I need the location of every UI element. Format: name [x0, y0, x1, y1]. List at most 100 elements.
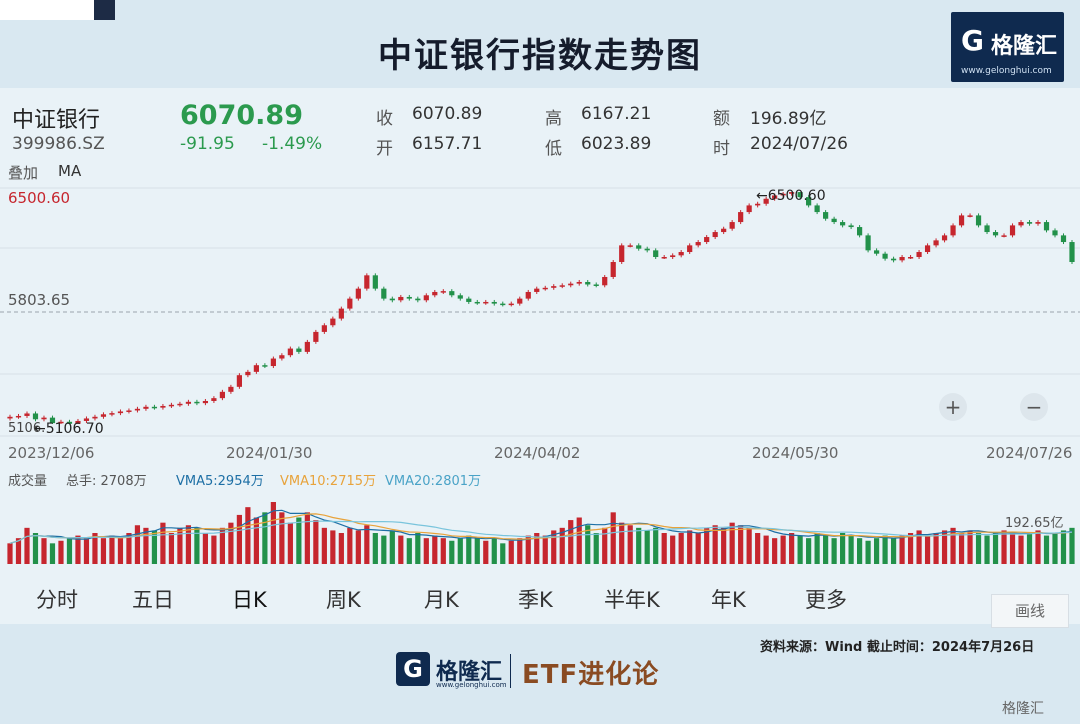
tab-5[interactable]: 季K [518, 588, 553, 612]
volume-bar [678, 533, 684, 564]
candle-body [372, 275, 378, 289]
brand-url: www.gelonghui.com [961, 66, 1052, 76]
candle-body [738, 212, 744, 223]
brand-mark: G [961, 24, 984, 57]
volume-bar [253, 517, 259, 564]
overlay-toggle[interactable]: 叠加 [8, 164, 39, 182]
candle-body [262, 365, 268, 367]
candle-body [109, 413, 115, 415]
candle-body [287, 348, 293, 356]
volume-bar [41, 538, 47, 564]
volume-max-label: 192.65亿 [1005, 516, 1064, 531]
draw-line-button[interactable]: 画线 [991, 594, 1069, 628]
volume-bar [355, 530, 361, 564]
volume-bar [219, 527, 225, 564]
volume-bar [194, 527, 200, 564]
ma-toggle[interactable]: MA [58, 162, 82, 180]
candle-body [933, 240, 939, 246]
vma20-label: VMA20:2801万 [385, 474, 481, 489]
volume-bar [593, 533, 599, 564]
candle-body [585, 281, 591, 285]
open-value: 6157.71 [412, 134, 483, 154]
footer-logo: G 格隆汇 www.gelonghui.com ETF进化论 [396, 652, 686, 692]
min-annotation-left: 5106. [8, 421, 45, 436]
candle-body [92, 416, 98, 419]
volume-bar [670, 535, 676, 564]
zoom-in-button[interactable]: + [939, 393, 967, 421]
volume-bar [381, 535, 387, 564]
volume-bar [15, 538, 22, 564]
tab-4[interactable]: 月K [424, 588, 459, 612]
tab-2[interactable]: 日K [232, 588, 267, 612]
candle-body [924, 245, 931, 253]
tab-0[interactable]: 分时 [36, 588, 78, 612]
candle-body [695, 242, 701, 246]
candle-body [194, 401, 200, 404]
volume-bar [330, 530, 336, 564]
zoom-out-button[interactable]: − [1020, 393, 1048, 421]
volume-bar [202, 533, 209, 564]
volume-bar [984, 535, 990, 564]
candle-body [627, 245, 633, 247]
candle-body [661, 257, 667, 259]
volume-bar [729, 522, 735, 564]
volume-bar [610, 512, 616, 564]
zoom-in-icon: + [945, 395, 962, 419]
volume-bar [466, 535, 472, 564]
candle-body [840, 222, 846, 226]
corner-decoration [0, 0, 115, 20]
volume-bar [440, 538, 446, 564]
volume-bar [364, 525, 370, 564]
volume-bars [7, 502, 1075, 564]
tab-7[interactable]: 年K [711, 588, 746, 612]
candle-body [126, 410, 132, 412]
candle-body [653, 250, 659, 258]
volume-bar [823, 535, 829, 564]
candle-body [602, 276, 608, 286]
candle-body [143, 406, 149, 409]
volume-bar [576, 517, 582, 564]
volume-bar [398, 535, 404, 564]
candle-body [466, 298, 472, 302]
candlestick-chart[interactable]: 6500.60 5803.65 ←6500.60 5106. ←5106.70 … [0, 184, 1080, 588]
volume-bar [780, 535, 786, 564]
candle-body [576, 281, 582, 284]
candle-body [24, 413, 30, 416]
tab-8[interactable]: 更多 [805, 588, 847, 612]
volume-bar [1060, 530, 1067, 564]
candle-body [330, 318, 336, 326]
candle-body [907, 257, 914, 259]
close-value: 6070.89 [412, 104, 483, 124]
volume-bar [644, 530, 650, 564]
header: 中证银行指数走势图 G 格隆汇 www.gelonghui.com [0, 0, 1080, 88]
price-change: -91.95 [180, 134, 235, 154]
amount-label: 额 [713, 109, 730, 129]
candle-body [941, 235, 948, 241]
y-tick-mid: 5803.65 [8, 291, 70, 309]
candle-body [721, 228, 727, 233]
volume-bar [92, 533, 98, 564]
candle-body [704, 237, 710, 243]
candle-body [100, 414, 107, 417]
candle-body [636, 245, 642, 249]
candle-body [865, 235, 871, 251]
volume-bar [873, 538, 880, 564]
min-annotation: ←5106.70 [34, 421, 104, 437]
volume-bar [83, 538, 90, 564]
tab-1[interactable]: 五日 [132, 588, 174, 612]
candle-body [236, 375, 242, 387]
tab-3[interactable]: 周K [326, 588, 361, 612]
tab-6[interactable]: 半年K [604, 588, 660, 612]
candle-body [321, 325, 327, 332]
max-annotation: ←6500.60 [756, 188, 826, 204]
volume-bar [1052, 533, 1058, 564]
volume-bar [933, 533, 939, 564]
volume-bar [245, 507, 251, 564]
candle-body [729, 222, 735, 229]
candle-body [389, 298, 395, 301]
candle-body [491, 301, 497, 304]
volume-bar [168, 533, 175, 564]
footer-brand-name: 格隆汇 [436, 660, 503, 685]
data-source: 资料来源：Wind 截止时间：2024年7月26日 [760, 640, 1035, 655]
candle-body [534, 288, 540, 292]
